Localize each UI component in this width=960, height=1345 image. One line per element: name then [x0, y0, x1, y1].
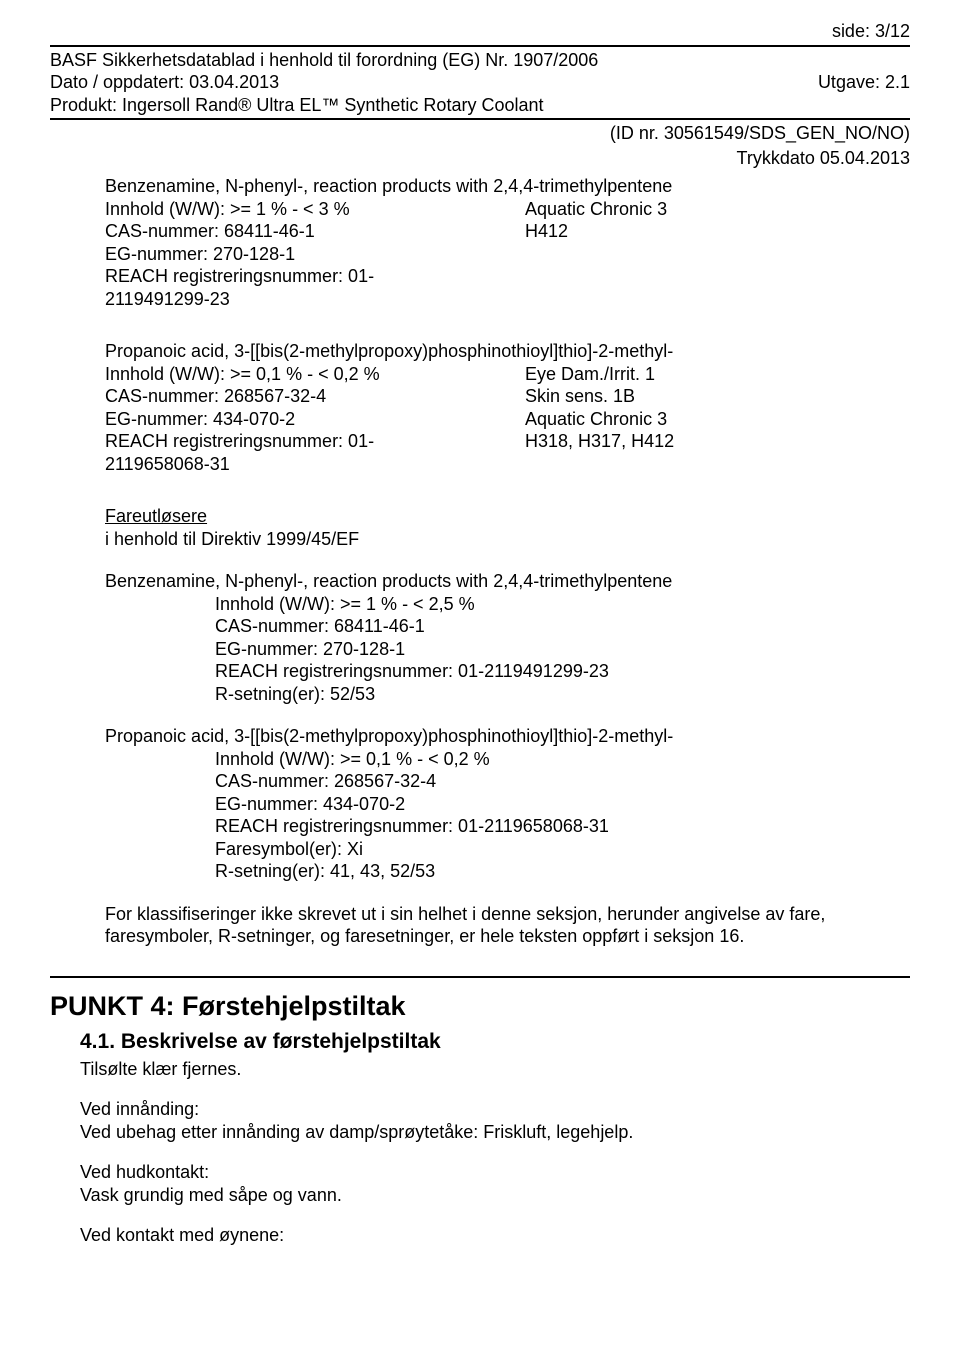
triggers-subheading: i henhold til Direktiv 1999/45/EF	[105, 528, 910, 551]
substance3-name: Benzenamine, N-phenyl-, reaction product…	[105, 570, 910, 593]
substance3-reach: REACH registreringsnummer: 01-2119491299…	[215, 660, 910, 683]
substance1-eg: EG-nummer: 270-128-1	[105, 243, 525, 266]
substance4-eg: EG-nummer: 434-070-2	[215, 793, 910, 816]
triggers-block: Fareutløsere i henhold til Direktiv 1999…	[50, 505, 910, 550]
substance4-reach: REACH registreringsnummer: 01-2119658068…	[215, 815, 910, 838]
substance4-content: Innhold (W/W): >= 0,1 % - < 0,2 %	[215, 748, 910, 771]
substance1-reach-1: REACH registreringsnummer: 01-	[105, 265, 525, 288]
substance4-rsetning: R-setning(er): 41, 43, 52/53	[215, 860, 910, 883]
header-product: Produkt: Ingersoll Rand® Ultra EL™ Synth…	[50, 94, 910, 117]
substance2-reach-2: 2119658068-31	[105, 453, 525, 476]
sds-page: side: 3/12 BASF Sikkerhetsdatablad i hen…	[0, 0, 960, 1287]
substance-block-2: Propanoic acid, 3-[[bis(2-methylpropoxy)…	[50, 340, 910, 475]
header-version: Utgave: 2.1	[818, 71, 910, 94]
section-separator	[50, 976, 910, 978]
document-header: BASF Sikkerhetsdatablad i henhold til fo…	[50, 49, 910, 117]
substance1-class-2: H412	[525, 220, 910, 243]
classification-note: For klassifiseringer ikke skrevet ut i s…	[105, 903, 910, 948]
substance4-name: Propanoic acid, 3-[[bis(2-methylpropoxy)…	[105, 725, 910, 748]
substance2-content: Innhold (W/W): >= 0,1 % - < 0,2 %	[105, 363, 525, 386]
inhalation-text: Ved ubehag etter innånding av damp/sprøy…	[80, 1121, 910, 1144]
substance2-class-3: Aquatic Chronic 3	[525, 408, 910, 431]
substance3-content: Innhold (W/W): >= 1 % - < 2,5 %	[215, 593, 910, 616]
skin-text: Vask grundig med såpe og vann.	[80, 1184, 910, 1207]
section4-line1: Tilsølte klær fjernes.	[80, 1058, 910, 1081]
substance2-reach-1: REACH registreringsnummer: 01-	[105, 430, 525, 453]
page-number: side: 3/12	[50, 20, 910, 43]
substance2-name: Propanoic acid, 3-[[bis(2-methylpropoxy)…	[105, 340, 910, 363]
substance-block-3: Benzenamine, N-phenyl-, reaction product…	[50, 570, 910, 705]
substance-block-1: Benzenamine, N-phenyl-, reaction product…	[50, 175, 910, 310]
header-id: (ID nr. 30561549/SDS_GEN_NO/NO)	[50, 122, 910, 145]
header-line-1: BASF Sikkerhetsdatablad i henhold til fo…	[50, 49, 910, 72]
header-rule-top	[50, 45, 910, 47]
substance2-eg: EG-nummer: 434-070-2	[105, 408, 525, 431]
section4-title: PUNKT 4: Førstehjelpstiltak	[50, 990, 910, 1024]
substance3-rsetning: R-setning(er): 52/53	[215, 683, 910, 706]
substance2-class-1: Eye Dam./Irrit. 1	[525, 363, 910, 386]
triggers-heading: Fareutløsere	[105, 505, 910, 528]
substance3-eg: EG-nummer: 270-128-1	[215, 638, 910, 661]
substance4-faresymbol: Faresymbol(er): Xi	[215, 838, 910, 861]
substance1-cas: CAS-nummer: 68411-46-1	[105, 220, 525, 243]
inhalation-heading: Ved innånding:	[80, 1098, 910, 1121]
substance1-content: Innhold (W/W): >= 1 % - < 3 %	[105, 198, 525, 221]
header-print-date: Trykkdato 05.04.2013	[50, 147, 910, 170]
substance2-class-2: Skin sens. 1B	[525, 385, 910, 408]
substance3-cas: CAS-nummer: 68411-46-1	[215, 615, 910, 638]
header-rule-bottom	[50, 118, 910, 120]
substance1-name: Benzenamine, N-phenyl-, reaction product…	[105, 175, 910, 198]
eye-heading: Ved kontakt med øynene:	[80, 1224, 910, 1247]
header-date: Dato / oppdatert: 03.04.2013	[50, 71, 279, 94]
skin-heading: Ved hudkontakt:	[80, 1161, 910, 1184]
substance-block-4: Propanoic acid, 3-[[bis(2-methylpropoxy)…	[50, 725, 910, 883]
section4-1-title: 4.1. Beskrivelse av førstehjelpstiltak	[80, 1029, 910, 1055]
substance1-reach-2: 2119491299-23	[105, 288, 525, 311]
substance4-cas: CAS-nummer: 268567-32-4	[215, 770, 910, 793]
substance2-cas: CAS-nummer: 268567-32-4	[105, 385, 525, 408]
substance1-class-1: Aquatic Chronic 3	[525, 198, 910, 221]
substance2-class-4: H318, H317, H412	[525, 430, 910, 453]
